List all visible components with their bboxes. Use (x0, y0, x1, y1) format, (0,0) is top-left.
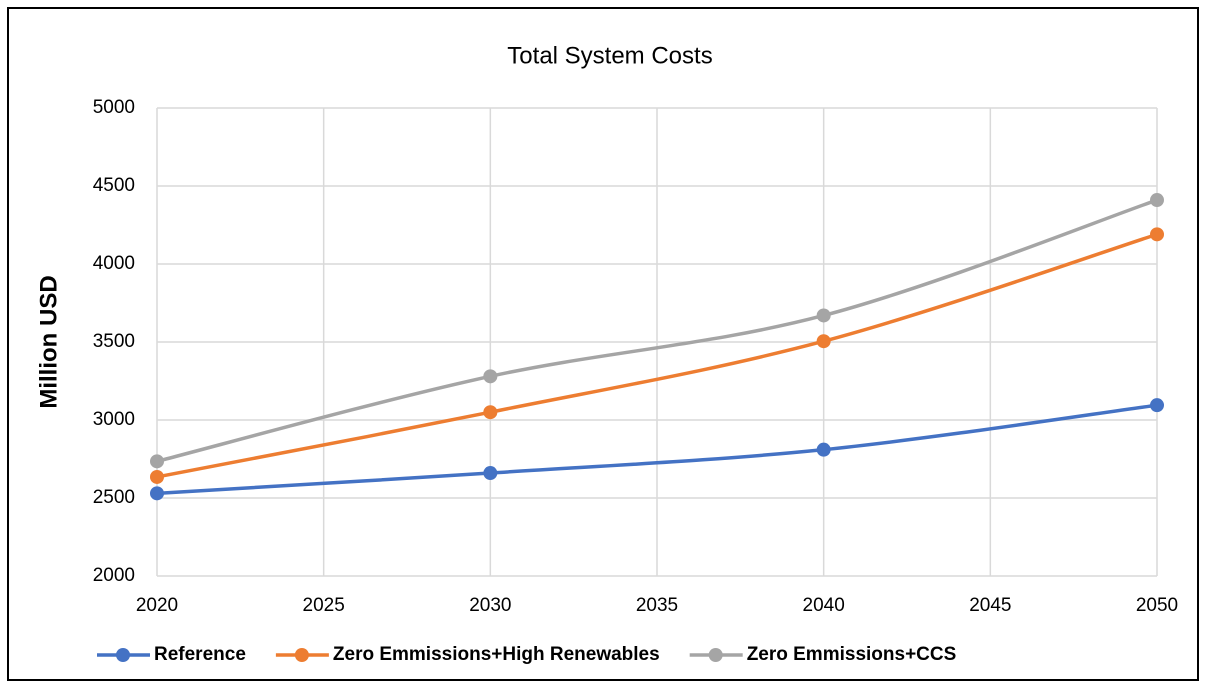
y-tick-label: 2000 (93, 565, 135, 586)
data-point (816, 308, 831, 323)
series-line (156, 198, 1158, 464)
legend-marker (294, 648, 309, 662)
x-tick-label: 2020 (136, 595, 178, 616)
y-tick-label: 3500 (93, 331, 135, 352)
y-axis-label: Million USD (35, 275, 62, 408)
y-tick-label: 5000 (93, 97, 135, 118)
legend-label: Zero Emmissions+High Renewables (333, 644, 660, 665)
data-point (150, 454, 164, 469)
x-tick-label: 2025 (303, 595, 345, 616)
y-tick-label: 3000 (93, 409, 135, 430)
chart-border (7, 7, 1199, 681)
x-tick-label: 2030 (469, 595, 511, 616)
series-line (156, 232, 1158, 479)
legend-label: Zero Emmissions+CCS (747, 644, 957, 665)
data-point (816, 334, 831, 349)
series-line (156, 403, 1158, 496)
data-point (816, 442, 831, 457)
chart-title: Total System Costs (507, 42, 712, 69)
legend-marker (708, 648, 723, 662)
x-tick-label: 2050 (1136, 595, 1178, 616)
data-point (483, 466, 498, 481)
data-point (150, 486, 164, 501)
legend-label: Reference (154, 644, 246, 665)
data-point (1150, 193, 1164, 208)
y-tick-label: 2500 (93, 487, 135, 508)
data-point (1150, 398, 1164, 413)
data-point (150, 469, 164, 484)
x-tick-label: 2035 (636, 595, 678, 616)
data-point (483, 369, 498, 384)
y-tick-label: 4000 (93, 253, 135, 274)
x-tick-label: 2045 (969, 595, 1011, 616)
y-tick-label: 4500 (93, 175, 135, 196)
x-tick-label: 2040 (803, 595, 845, 616)
legend-marker (116, 648, 130, 662)
data-point (483, 405, 498, 420)
data-point (1150, 227, 1164, 242)
